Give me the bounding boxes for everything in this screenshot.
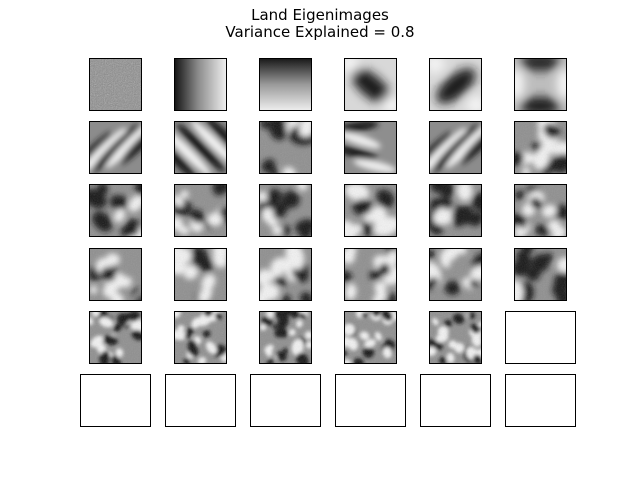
eigenimage-panel	[344, 184, 397, 237]
eigenimage-panel	[514, 184, 567, 237]
title-block: Land Eigenimages Variance Explained = 0.…	[0, 7, 640, 41]
eigenimage-panel	[514, 248, 567, 301]
eigenimage-panel	[89, 184, 142, 237]
eigenimage-panel	[174, 248, 227, 301]
empty-panel	[505, 374, 576, 427]
chart-title: Land Eigenimages	[251, 6, 389, 24]
eigenimage-panel	[429, 58, 482, 111]
empty-panel	[165, 374, 236, 427]
eigenimage-panel	[259, 58, 312, 111]
eigenimage-panel	[174, 58, 227, 111]
eigenimage-panel	[514, 121, 567, 174]
eigenimage-panel	[344, 121, 397, 174]
chart-subtitle: Variance Explained = 0.8	[225, 23, 415, 41]
eigenimage-panel	[174, 311, 227, 364]
empty-panel	[250, 374, 321, 427]
eigenimage-panel	[344, 311, 397, 364]
eigenimage-panel	[89, 248, 142, 301]
eigenimage-panel	[429, 184, 482, 237]
eigenimage-panel	[429, 121, 482, 174]
empty-panel	[335, 374, 406, 427]
empty-panel	[420, 374, 491, 427]
eigenimage-panel	[174, 184, 227, 237]
eigenimage-panel	[89, 311, 142, 364]
eigenimage-panel	[429, 248, 482, 301]
eigenimage-panel	[259, 311, 312, 364]
eigenimage-panel	[174, 121, 227, 174]
eigenimage-panel	[259, 121, 312, 174]
eigenimage-panel	[344, 248, 397, 301]
eigenimage-panel	[259, 248, 312, 301]
empty-panel	[80, 374, 151, 427]
eigenimage-panel	[89, 121, 142, 174]
eigenimage-panel	[259, 184, 312, 237]
empty-panel	[505, 311, 576, 364]
eigenimage-panel	[514, 58, 567, 111]
eigenimage-panel	[429, 311, 482, 364]
eigenimage-panel	[344, 58, 397, 111]
eigenimage-panel	[89, 58, 142, 111]
